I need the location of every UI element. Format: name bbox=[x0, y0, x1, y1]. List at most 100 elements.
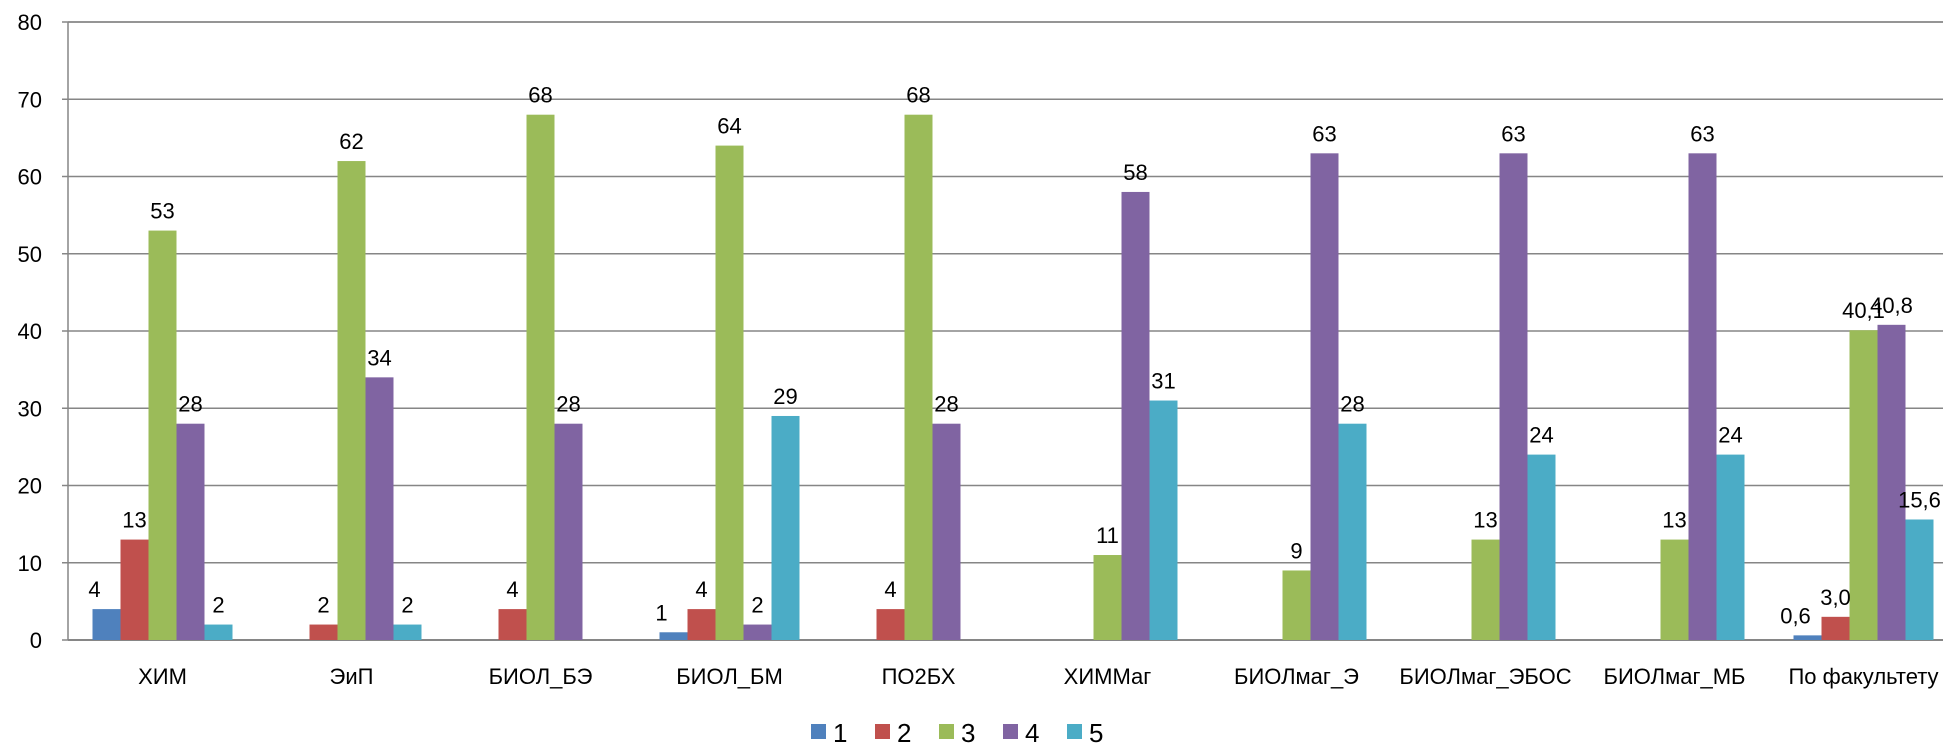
data-label: 31 bbox=[1151, 369, 1175, 394]
data-label: 68 bbox=[528, 83, 552, 108]
bar bbox=[148, 230, 177, 640]
legend-label: 1 bbox=[833, 718, 847, 746]
data-label: 4 bbox=[506, 577, 518, 602]
legend-swatch bbox=[1003, 724, 1018, 739]
legend-swatch bbox=[811, 724, 826, 739]
bar bbox=[1877, 324, 1906, 640]
data-label: 2 bbox=[212, 593, 224, 618]
x-tick-label: БИОЛмаг_Э bbox=[1234, 664, 1359, 689]
bar bbox=[1821, 616, 1850, 640]
bar bbox=[1121, 191, 1150, 640]
data-label: 63 bbox=[1312, 121, 1336, 146]
data-label: 63 bbox=[1690, 121, 1714, 146]
y-tick-label: 20 bbox=[18, 474, 42, 499]
data-label: 58 bbox=[1123, 160, 1147, 185]
y-tick-label: 30 bbox=[18, 396, 42, 421]
data-label: 0,6 bbox=[1780, 603, 1811, 628]
bar bbox=[498, 609, 527, 640]
legend-swatch bbox=[875, 724, 890, 739]
legend-label: 2 bbox=[897, 718, 911, 746]
bar bbox=[309, 624, 338, 640]
y-tick-label: 70 bbox=[18, 87, 42, 112]
bar bbox=[659, 632, 688, 640]
legend-label: 5 bbox=[1089, 718, 1103, 746]
data-label: 9 bbox=[1290, 538, 1302, 563]
bar bbox=[1149, 400, 1178, 640]
data-label: 28 bbox=[556, 392, 580, 417]
data-label: 1 bbox=[655, 600, 667, 625]
data-label: 13 bbox=[1662, 508, 1686, 533]
data-label: 28 bbox=[1340, 392, 1364, 417]
y-tick-label: 40 bbox=[18, 319, 42, 344]
legend-swatch bbox=[939, 724, 954, 739]
bar bbox=[554, 423, 583, 640]
bar bbox=[1338, 423, 1367, 640]
data-label: 28 bbox=[178, 392, 202, 417]
bars bbox=[92, 114, 1934, 641]
bar bbox=[1310, 153, 1339, 640]
data-label: 2 bbox=[401, 593, 413, 618]
x-tick-label: ХИМ bbox=[138, 664, 187, 689]
bar bbox=[1849, 330, 1878, 640]
y-axis: 0 10 20 30 40 50 60 70 80 bbox=[18, 10, 68, 653]
legend-swatch bbox=[1067, 724, 1082, 739]
data-label: 63 bbox=[1501, 121, 1525, 146]
bar bbox=[904, 114, 933, 640]
x-axis: ХИМ ЭиП БИОЛ_БЭ БИОЛ_БМ ПО2БХ ХИММаг БИОЛмаг_Э… bbox=[138, 664, 1938, 689]
legend: 1 2 3 4 5 bbox=[811, 718, 1103, 748]
bar bbox=[1499, 153, 1528, 640]
bar bbox=[1282, 570, 1311, 640]
bar bbox=[365, 377, 394, 640]
bar bbox=[92, 609, 121, 640]
data-label: 11 bbox=[1096, 523, 1119, 548]
data-label: 15,6 bbox=[1898, 487, 1941, 512]
bar bbox=[771, 415, 800, 640]
data-label: 34 bbox=[367, 345, 391, 370]
y-tick-label: 0 bbox=[30, 628, 42, 653]
bar bbox=[337, 161, 366, 641]
x-tick-label: БИОЛмаг_ЭБОС bbox=[1399, 664, 1571, 689]
bar bbox=[1688, 153, 1717, 640]
bar bbox=[1527, 454, 1556, 640]
data-label: 40,1 bbox=[1842, 298, 1885, 323]
data-label: 24 bbox=[1529, 423, 1553, 448]
bar bbox=[204, 624, 233, 640]
data-label: 68 bbox=[906, 83, 930, 108]
bar bbox=[176, 423, 205, 640]
y-tick-label: 80 bbox=[18, 10, 42, 35]
data-label: 28 bbox=[934, 392, 958, 417]
x-tick-label: БИОЛ_БМ bbox=[676, 664, 783, 689]
y-tick-label: 50 bbox=[18, 242, 42, 267]
bar bbox=[1660, 539, 1689, 640]
data-label: 3,0 bbox=[1820, 585, 1851, 610]
data-label: 13 bbox=[122, 508, 146, 533]
bar bbox=[1471, 539, 1500, 640]
data-label: 53 bbox=[150, 199, 174, 224]
bar bbox=[1093, 555, 1122, 640]
bar bbox=[876, 609, 905, 640]
bar bbox=[120, 539, 149, 640]
x-tick-label: ПО2БХ bbox=[882, 664, 956, 689]
x-tick-label: По факультету bbox=[1788, 664, 1938, 689]
data-label: 29 bbox=[773, 384, 797, 409]
bar bbox=[1716, 454, 1745, 640]
data-label: 64 bbox=[717, 114, 741, 139]
data-label: 4 bbox=[884, 577, 896, 602]
data-label: 24 bbox=[1718, 423, 1742, 448]
data-label: 2 bbox=[317, 593, 329, 618]
legend-label: 3 bbox=[961, 718, 975, 746]
bar bbox=[1793, 635, 1822, 640]
data-label: 4 bbox=[695, 577, 707, 602]
bar bbox=[743, 624, 772, 640]
data-label: 4 bbox=[88, 577, 100, 602]
data-label: 2 bbox=[751, 593, 763, 618]
x-tick-label: ЭиП bbox=[330, 664, 374, 689]
y-tick-label: 10 bbox=[18, 551, 42, 576]
data-label: 40,8 bbox=[1870, 293, 1913, 318]
x-tick-label: БИОЛмаг_МБ bbox=[1604, 664, 1746, 689]
x-tick-label: ХИММаг bbox=[1064, 664, 1152, 689]
y-tick-label: 60 bbox=[18, 165, 42, 190]
